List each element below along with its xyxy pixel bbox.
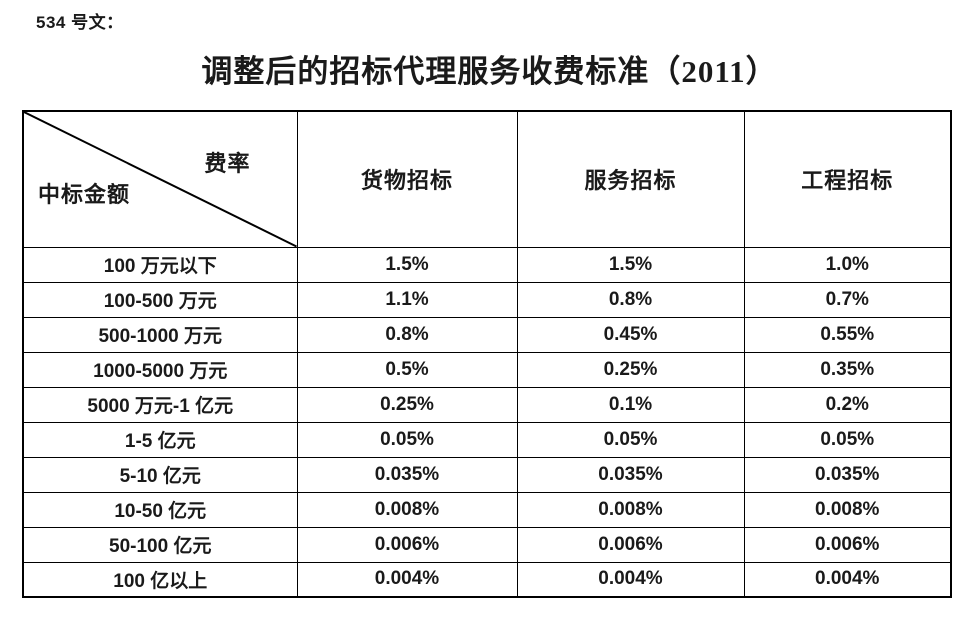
page-title: 调整后的招标代理服务收费标准（2011） — [201, 54, 778, 89]
rate-cell: 0.006% — [516, 526, 745, 563]
rate-cell: 0.5% — [296, 351, 518, 388]
rate-cell: 0.006% — [743, 526, 952, 563]
table-row: 5000 万元-1 亿元 0.25% 0.1% 0.2% — [22, 386, 952, 423]
rate-cell: 0.35% — [743, 351, 952, 388]
rate-cell: 0.8% — [296, 316, 518, 353]
doc-number: 534 号文： — [36, 13, 124, 32]
amount-cell: 5-10 亿元 — [22, 456, 298, 493]
rate-cell: 0.55% — [743, 316, 952, 353]
table-row: 1000-5000 万元 0.5% 0.25% 0.35% — [22, 351, 952, 388]
amount-cell: 100 万元以下 — [22, 246, 298, 283]
amount-cell: 500-1000 万元 — [22, 316, 298, 353]
rate-cell: 0.1% — [516, 386, 745, 423]
rate-cell: 0.004% — [516, 561, 745, 598]
corner-label-rate: 费率 — [204, 151, 251, 176]
table-row: 100 亿以上 0.004% 0.004% 0.004% — [22, 561, 952, 598]
amount-cell: 1000-5000 万元 — [22, 351, 298, 388]
table-row: 10-50 亿元 0.008% 0.008% 0.008% — [22, 491, 952, 528]
rate-cell: 0.035% — [743, 456, 952, 493]
table-corner-cell: 费率 中标金额 — [22, 110, 298, 248]
table-row: 5-10 亿元 0.035% 0.035% 0.035% — [22, 456, 952, 493]
rate-cell: 0.05% — [743, 421, 952, 458]
rate-cell: 0.035% — [516, 456, 745, 493]
rate-cell: 0.05% — [516, 421, 745, 458]
rate-cell: 1.1% — [296, 281, 518, 318]
table-row: 100-500 万元 1.1% 0.8% 0.7% — [22, 281, 952, 318]
column-header-goods: 货物招标 — [296, 110, 518, 248]
rate-cell: 0.25% — [296, 386, 518, 423]
amount-cell: 50-100 亿元 — [22, 526, 298, 563]
rate-cell: 0.006% — [296, 526, 518, 563]
rate-cell: 1.5% — [516, 246, 745, 283]
table-row: 100 万元以下 1.5% 1.5% 1.0% — [22, 246, 952, 283]
rate-cell: 0.25% — [516, 351, 745, 388]
rate-cell: 0.004% — [296, 561, 518, 598]
diagonal-line — [24, 112, 296, 246]
table-row: 50-100 亿元 0.006% 0.006% 0.006% — [22, 526, 952, 563]
rate-cell: 0.05% — [296, 421, 518, 458]
rate-cell: 0.2% — [743, 386, 952, 423]
rate-cell: 0.008% — [296, 491, 518, 528]
rate-cell: 0.45% — [516, 316, 745, 353]
rate-cell: 1.0% — [743, 246, 952, 283]
column-header-service: 服务招标 — [516, 110, 745, 248]
table-row: 1-5 亿元 0.05% 0.05% 0.05% — [22, 421, 952, 458]
column-header-engineering: 工程招标 — [743, 110, 952, 248]
rate-cell: 0.004% — [743, 561, 952, 598]
rate-cell: 0.7% — [743, 281, 952, 318]
amount-cell: 5000 万元-1 亿元 — [22, 386, 298, 423]
fee-table: 费率 中标金额 货物招标 服务招标 工程招标 100 万元以下 1.5% 1.5… — [22, 110, 952, 598]
header-row: 费率 中标金额 货物招标 服务招标 工程招标 — [22, 110, 952, 248]
rate-cell: 0.035% — [296, 456, 518, 493]
rate-cell: 0.008% — [516, 491, 745, 528]
amount-cell: 1-5 亿元 — [22, 421, 298, 458]
table-row: 500-1000 万元 0.8% 0.45% 0.55% — [22, 316, 952, 353]
rate-cell: 0.008% — [743, 491, 952, 528]
amount-cell: 10-50 亿元 — [22, 491, 298, 528]
rate-cell: 1.5% — [296, 246, 518, 283]
amount-cell: 100 亿以上 — [22, 561, 298, 598]
amount-cell: 100-500 万元 — [22, 281, 298, 318]
corner-label-amount: 中标金额 — [38, 181, 131, 207]
rate-cell: 0.8% — [516, 281, 745, 318]
